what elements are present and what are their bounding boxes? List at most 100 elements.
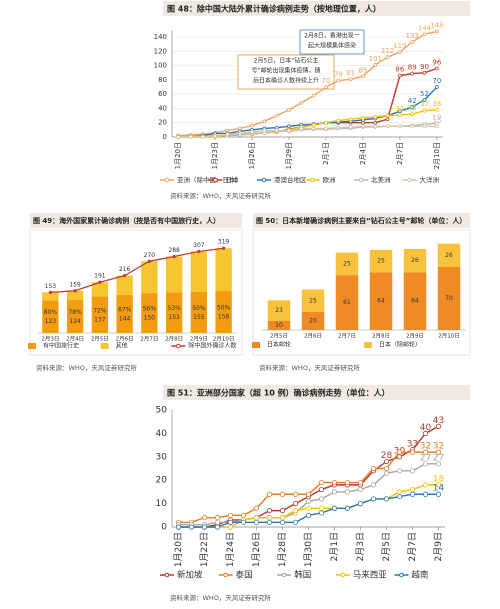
point: [336, 78, 341, 83]
x-tick-label: 2月7日: [140, 336, 158, 343]
bar: [437, 267, 461, 330]
annotation: 起大规模集体感染: [308, 42, 356, 50]
point: [292, 508, 299, 514]
title-band: [163, 1, 470, 16]
legend-label: 欧洲: [323, 175, 336, 184]
x-tick-label: 1月29日: [285, 142, 293, 169]
point: [434, 66, 439, 71]
x-tick-label: 2月4日: [359, 142, 367, 165]
legend-label: 大洋洲: [420, 175, 440, 184]
point: [397, 109, 402, 114]
data-label: 31: [395, 105, 404, 113]
legend-label: 港澳台地区: [274, 175, 307, 184]
point: [422, 491, 429, 497]
data-label: 70: [445, 295, 453, 302]
legend-marker: [213, 177, 218, 183]
point: [227, 519, 234, 525]
point: [361, 115, 365, 120]
point: [266, 519, 273, 525]
data-label: 20: [309, 318, 317, 325]
point: [385, 55, 390, 60]
point: [422, 32, 427, 37]
legend-marker: [164, 572, 170, 578]
data-label: 25: [309, 297, 317, 304]
point: [410, 40, 415, 45]
source: 资料来源：WHO，天风证券研究所: [36, 363, 137, 372]
legend-marker: [281, 572, 287, 578]
annotation: 2月5日，日本“钻石公主: [254, 57, 319, 65]
point: [344, 505, 351, 511]
chart-title: 图 50：日本新增确诊病例主要来自“钻石公主号”邮轮（单位：人）: [256, 216, 466, 225]
point: [344, 479, 351, 486]
y-tick-label: 0: [163, 133, 167, 141]
point: [279, 508, 286, 514]
bar: [116, 275, 133, 295]
series-line: [178, 109, 437, 138]
share-label: 80%: [44, 309, 58, 316]
point: [287, 128, 291, 133]
point: [435, 491, 442, 497]
point: [422, 449, 429, 455]
point: [287, 124, 291, 129]
point: [201, 524, 208, 530]
data-label: 23: [275, 307, 283, 314]
data-label: 159: [69, 281, 81, 288]
point: [385, 113, 390, 118]
point: [123, 274, 127, 278]
x-tick-label: 2月7日: [407, 532, 418, 561]
data-label: 28: [381, 451, 393, 461]
point: [324, 126, 328, 131]
point: [383, 470, 390, 476]
bar: [42, 300, 59, 333]
point: [172, 254, 176, 259]
point: [318, 496, 325, 502]
x-tick-label: 2月8日: [165, 336, 183, 343]
x-tick-label: 1月28日: [277, 532, 288, 567]
bar: [301, 289, 325, 312]
data-label: 10: [275, 322, 283, 329]
point: [292, 519, 299, 525]
frame: [252, 229, 471, 356]
source: 资料来源：WHO，天风证券研究所: [170, 191, 271, 200]
data-label: 52: [420, 90, 429, 98]
series-line: [178, 86, 438, 138]
x-tick-label: 1月23日: [211, 142, 219, 169]
point: [357, 486, 364, 493]
point: [299, 100, 304, 105]
data-label: 33: [407, 439, 418, 449]
source: 资料来源：WHO，天风证券研究所: [170, 593, 271, 602]
bar: [66, 300, 84, 333]
point: [344, 489, 351, 495]
x-tick-label: 2月1日: [329, 532, 340, 561]
point: [73, 289, 77, 293]
y-tick-label: 20: [158, 119, 167, 127]
data-label: 37: [420, 101, 429, 109]
y-tick-label: 40: [156, 429, 168, 439]
point: [201, 515, 208, 521]
data-label: 89: [408, 64, 417, 72]
point: [373, 63, 378, 67]
y-tick-label: 0: [161, 523, 167, 533]
x-tick-label: 1月22日: [199, 532, 210, 567]
point: [253, 519, 260, 525]
x-tick-label: 2月4日: [66, 336, 84, 343]
point: [397, 73, 402, 78]
legend-label: 日本邮轮: [267, 341, 291, 349]
point: [434, 29, 439, 34]
point: [266, 491, 273, 497]
point: [213, 134, 218, 139]
share-label: 78%: [68, 309, 82, 316]
legend-marker: [223, 572, 228, 578]
point: [435, 423, 442, 429]
bar: [190, 291, 208, 333]
annotation-box: [237, 54, 335, 90]
y-tick-label: 120: [154, 47, 167, 55]
annotation: 号”邮轮出现集体疫情，随: [251, 67, 320, 75]
point: [214, 519, 221, 525]
source: 资料来源：WHO，天风证券研究所: [259, 363, 360, 372]
data-label: 25: [377, 258, 385, 265]
data-label: 64: [377, 298, 385, 305]
bar: [267, 300, 291, 321]
point: [435, 449, 442, 455]
point: [370, 496, 377, 502]
